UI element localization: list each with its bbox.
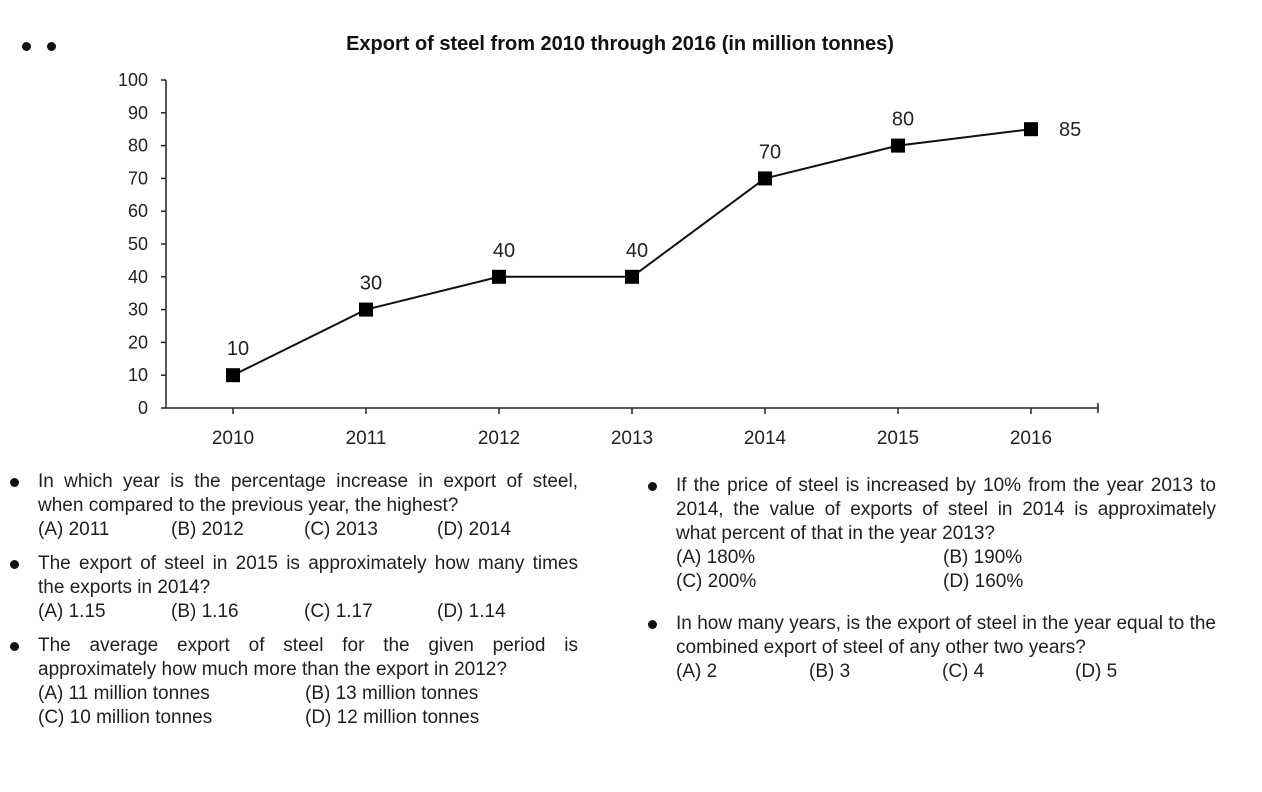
answer-option: (A) 1.15 bbox=[38, 601, 106, 622]
x-tick-label: 2012 bbox=[478, 428, 520, 449]
question-block: If the price of steel is increased by 10… bbox=[648, 474, 1216, 594]
answer-option: (D) 12 million tonnes bbox=[305, 707, 480, 728]
y-tick-label: 70 bbox=[128, 168, 148, 188]
answer-options: (A) 1.15 (B) 1.16 (C) 1.17 (D) 1.14 bbox=[38, 600, 578, 624]
y-tick-label: 30 bbox=[128, 300, 148, 320]
y-tick-label: 20 bbox=[128, 332, 148, 352]
answer-option: (A) 11 million tonnes bbox=[38, 683, 210, 704]
data-label: 40 bbox=[626, 240, 648, 262]
dot-icon bbox=[47, 42, 56, 51]
data-label: 30 bbox=[360, 273, 382, 295]
data-point bbox=[758, 171, 772, 186]
question-text: If the price of steel is increased by 10… bbox=[676, 475, 1216, 544]
decorative-dots bbox=[22, 38, 72, 56]
data-point bbox=[1024, 122, 1038, 137]
answer-options: (A) 11 million tonnes (B) 13 million tonn… bbox=[38, 682, 578, 730]
data-point bbox=[891, 138, 905, 153]
x-tick-label: 2011 bbox=[346, 428, 387, 449]
question-text: In which year is the percentage increase… bbox=[38, 471, 578, 516]
data-label: 40 bbox=[493, 240, 515, 262]
question-block: The average export of steel for the give… bbox=[10, 634, 578, 730]
y-tick-label: 50 bbox=[128, 234, 148, 254]
answer-option: (C) 2013 bbox=[304, 519, 378, 540]
chart-title: Export of steel from 2010 through 2016 (… bbox=[346, 33, 894, 55]
x-tick-label: 2010 bbox=[212, 428, 254, 449]
data-point bbox=[359, 302, 373, 317]
x-tick-label: 2013 bbox=[611, 428, 653, 449]
question-block: In how many years, is the export of stee… bbox=[648, 612, 1216, 684]
answer-options: (A) 180% (B) 190% (C) 200% (D) 160% bbox=[676, 546, 1216, 594]
questions-right-column: If the price of steel is increased by 10… bbox=[648, 474, 1216, 694]
question-block: In which year is the percentage increase… bbox=[10, 470, 578, 542]
answer-option: (A) 180% bbox=[676, 547, 756, 568]
answer-option: (B) 190% bbox=[943, 547, 1023, 568]
answer-option: (D) 1.14 bbox=[437, 601, 506, 622]
data-point bbox=[492, 269, 506, 284]
x-tick-label: 2014 bbox=[744, 428, 787, 449]
answer-option: (B) 3 bbox=[809, 661, 851, 682]
data-point bbox=[226, 368, 240, 383]
answer-option: (C) 4 bbox=[942, 661, 985, 682]
answer-option: (C) 1.17 bbox=[304, 601, 373, 622]
questions-left-column: In which year is the percentage increase… bbox=[10, 470, 578, 740]
data-point bbox=[625, 269, 639, 284]
data-label: 85 bbox=[1059, 119, 1081, 141]
question-block: The export of steel in 2015 is approxima… bbox=[10, 552, 578, 624]
answer-option: (C) 200% bbox=[676, 571, 757, 592]
y-tick-label: 60 bbox=[128, 201, 148, 221]
x-tick-label: 2015 bbox=[877, 428, 919, 449]
question-text: The average export of steel for the give… bbox=[38, 635, 578, 680]
y-tick-label: 10 bbox=[128, 365, 148, 385]
answer-option: (B) 2012 bbox=[171, 519, 244, 540]
y-tick-label: 0 bbox=[138, 398, 148, 418]
bullet-icon bbox=[648, 482, 657, 491]
answer-option: (D) 160% bbox=[943, 571, 1024, 592]
data-label: 70 bbox=[759, 141, 781, 163]
y-tick-label: 80 bbox=[128, 136, 148, 156]
y-tick-label: 40 bbox=[128, 267, 148, 287]
answer-option: (A) 2011 bbox=[38, 519, 110, 540]
bullet-icon bbox=[10, 642, 19, 651]
data-label: 80 bbox=[892, 109, 914, 131]
answer-option: (B) 1.16 bbox=[171, 601, 239, 622]
question-text: The export of steel in 2015 is approxima… bbox=[38, 553, 578, 598]
bullet-icon bbox=[10, 560, 19, 569]
answer-option: (A) 2 bbox=[676, 661, 718, 682]
answer-options: (A) 2 (B) 3 (C) 4 (D) 5 bbox=[676, 660, 1216, 684]
bullet-icon bbox=[648, 620, 657, 629]
answer-option: (D) 5 bbox=[1075, 661, 1118, 682]
bullet-icon bbox=[10, 478, 19, 487]
data-label: 10 bbox=[227, 338, 249, 360]
steel-export-line-chart: Export of steel from 2010 through 2016 (… bbox=[118, 33, 1099, 449]
answer-options: (A) 2011 (B) 2012 (C) 2013 (D) 2014 bbox=[38, 518, 578, 542]
answer-option: (D) 2014 bbox=[437, 519, 511, 540]
answer-option: (B) 13 million tonnes bbox=[305, 683, 479, 704]
x-tick-label: 2016 bbox=[1010, 428, 1052, 449]
dot-icon bbox=[22, 42, 31, 51]
question-text: In how many years, is the export of stee… bbox=[676, 613, 1216, 658]
answer-option: (C) 10 million tonnes bbox=[38, 707, 213, 728]
y-tick-label: 90 bbox=[128, 103, 148, 123]
y-tick-label: 100 bbox=[118, 70, 148, 90]
